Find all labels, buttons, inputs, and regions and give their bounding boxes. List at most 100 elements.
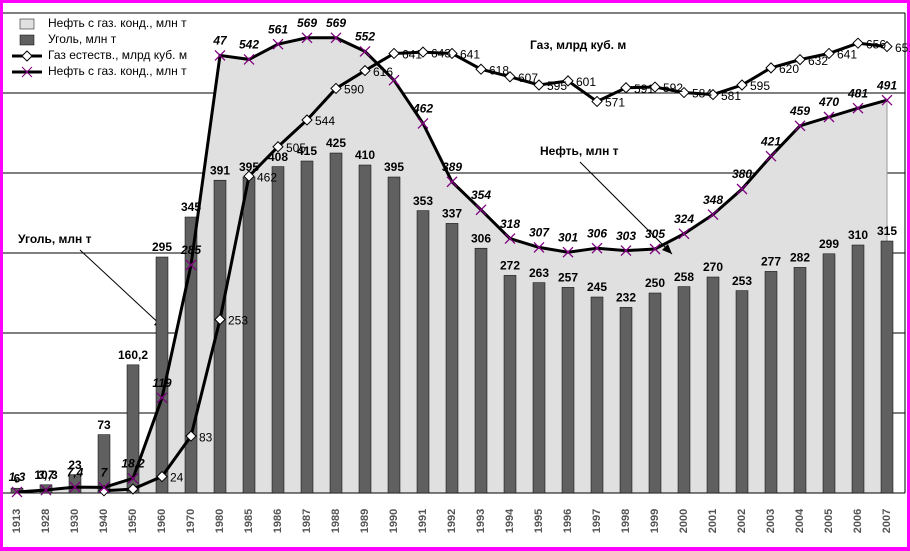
legend-swatch (19, 34, 35, 46)
bar (561, 287, 575, 494)
marker (388, 74, 400, 86)
data-label: 542 (239, 38, 259, 52)
bar-label: 232 (616, 291, 636, 305)
data-label: 7,4 (67, 465, 84, 479)
x-tick-label: 1950 (127, 509, 139, 533)
bar (358, 164, 372, 494)
marker (301, 114, 313, 126)
data-label: 306 (587, 226, 607, 240)
marker (649, 81, 661, 93)
annotation-arrow (579, 161, 673, 255)
data-label: 641 (460, 48, 480, 62)
x-tick-label: 1995 (533, 509, 545, 533)
bar-label: 23 (68, 458, 82, 472)
data-label: 641 (837, 48, 857, 62)
data-label: 1,3 (9, 470, 26, 484)
data-label: 305 (645, 227, 665, 241)
data-label: 595 (547, 79, 567, 93)
bar-label: 250 (645, 276, 665, 290)
x-tick-label: 1928 (40, 509, 52, 533)
bar-label: 395 (384, 160, 404, 174)
bar-label: 277 (761, 255, 781, 269)
data-label: 285 (180, 243, 201, 257)
x-tick-label: 1988 (330, 509, 342, 533)
marker (562, 246, 574, 258)
x-tick-label: 1930 (69, 509, 81, 533)
bar-label: 245 (587, 280, 607, 294)
data-label: 552 (355, 30, 375, 44)
marker (794, 120, 806, 132)
bar-label: 306 (471, 231, 491, 245)
data-label: 253 (228, 314, 248, 328)
data-label: 641 (402, 48, 422, 62)
bar-label: 410 (355, 148, 375, 162)
bar (97, 434, 111, 494)
data-label: 459 (789, 104, 810, 118)
marker (736, 79, 748, 91)
bar (735, 290, 749, 494)
marker (69, 481, 81, 493)
arrowhead (662, 244, 672, 254)
x-tick-label: 1960 (156, 509, 168, 533)
marker (388, 47, 400, 60)
x-tick-label: 1986 (272, 509, 284, 533)
x-tick-label: 1996 (562, 509, 574, 533)
bar-label: 299 (819, 237, 839, 251)
x-tick-label: 2004 (794, 508, 806, 533)
data-label: 301 (558, 230, 578, 244)
x-tick-label: 2006 (852, 509, 864, 533)
marker (330, 82, 342, 95)
data-label: 307 (529, 226, 550, 240)
marker (504, 233, 516, 245)
marker (562, 75, 574, 87)
marker (475, 204, 487, 216)
legend-marker (21, 50, 33, 62)
bar-label: 345 (181, 200, 201, 214)
marker (533, 79, 545, 91)
data-label: 47 (212, 34, 228, 48)
data-label: 3,7 (38, 468, 56, 482)
bar-label: 272 (500, 259, 520, 273)
marker (214, 313, 226, 326)
legend-label: Нефть с газ. конд., млн т (48, 16, 187, 30)
x-tick-label: 1991 (417, 509, 429, 533)
data-label: 601 (576, 75, 596, 89)
bar-label: 425 (326, 136, 346, 150)
x-tick-label: 1970 (185, 509, 197, 533)
data-label: 83 (199, 430, 213, 444)
bar-label: 253 (732, 274, 752, 288)
marker (533, 241, 545, 253)
marker (446, 47, 458, 60)
bar (851, 244, 865, 494)
bar-label: 395 (239, 160, 259, 174)
marker (765, 62, 777, 74)
marker (185, 259, 197, 271)
bar (822, 253, 836, 494)
data-label: 569 (326, 16, 346, 30)
marker (127, 472, 139, 484)
marker (330, 32, 342, 44)
marker (11, 486, 23, 498)
x-tick-label: 2003 (765, 509, 777, 533)
data-label: 632 (808, 54, 828, 68)
bar-label: 6 (14, 471, 21, 485)
bar (329, 152, 343, 494)
marker (852, 37, 864, 49)
marker (272, 141, 284, 153)
x-tick-label: 1990 (388, 509, 400, 533)
legend-label: Нефть с газ. конд., млн т (48, 64, 187, 78)
x-tick-label: 1993 (475, 509, 487, 533)
data-label: 616 (373, 65, 393, 79)
marker (707, 209, 719, 221)
x-tick-label: 1940 (98, 509, 110, 533)
marker (417, 46, 429, 58)
data-label: 354 (471, 188, 491, 202)
x-tick-label: 1989 (359, 509, 371, 533)
marker (707, 88, 719, 101)
data-label: 318 (500, 217, 520, 231)
data-label: 607 (518, 71, 538, 85)
data-label: 462 (412, 102, 433, 116)
bar-label: 315 (877, 224, 897, 238)
bar-label: 282 (790, 251, 810, 265)
